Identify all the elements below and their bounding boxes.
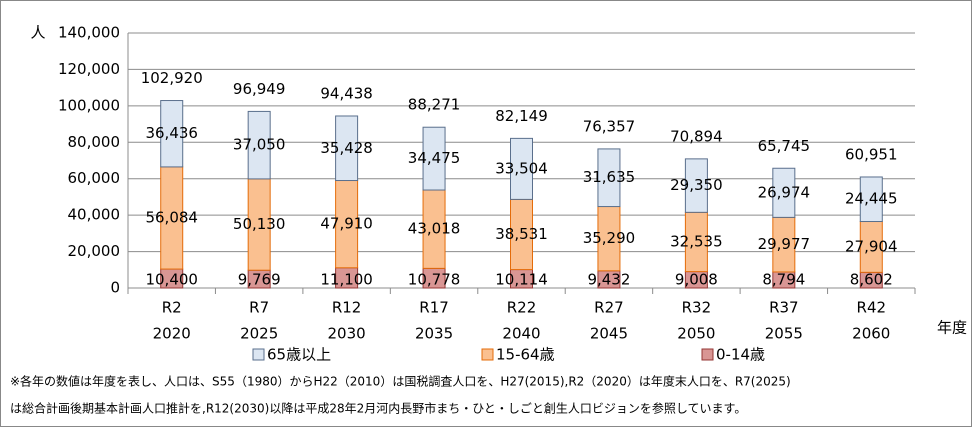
bar-segment (597, 148, 621, 208)
bar-segment (335, 115, 359, 182)
total-label: 76,357 (583, 117, 636, 135)
value-label: 24,445 (845, 190, 898, 208)
value-label: 10,778 (408, 271, 461, 289)
x-tick-label: R7 (249, 299, 269, 317)
x-tick-label: R42 (857, 299, 887, 317)
x-tick-label: 2040 (502, 325, 540, 343)
legend-label: 65歳以上 (267, 346, 331, 364)
value-label: 29,977 (758, 235, 811, 253)
value-label: 36,436 (145, 124, 198, 142)
legend-swatch (252, 348, 265, 361)
bar-segment (684, 158, 708, 213)
value-label: 26,974 (758, 183, 811, 201)
value-label: 9,008 (675, 271, 718, 289)
value-label: 32,535 (670, 232, 723, 250)
value-label: 38,531 (495, 225, 548, 243)
total-label: 88,271 (408, 96, 461, 114)
value-label: 10,400 (145, 271, 198, 289)
total-label: 102,920 (141, 69, 203, 87)
value-label: 8,602 (850, 271, 893, 289)
x-tick-label: 2030 (328, 325, 366, 343)
bar-segment (859, 176, 883, 223)
x-tick-label: R2 (162, 299, 182, 317)
y-tick-label: 80,000 (68, 133, 121, 151)
legend-swatch (701, 348, 714, 361)
y-tick-label: 140,000 (58, 24, 120, 42)
value-label: 35,428 (320, 139, 373, 157)
footnote: ※各年の数値は年度を表し、人口は、S55（1980）からH22（2010）は国税… (10, 374, 791, 389)
bar-segment (160, 100, 184, 168)
total-label: 82,149 (495, 107, 548, 125)
x-tick-label: 2050 (677, 325, 715, 343)
value-label: 9,432 (587, 271, 630, 289)
x-tick-label: 2035 (415, 325, 453, 343)
y-unit: 人 (30, 24, 45, 42)
y-tick-label: 100,000 (58, 96, 120, 114)
y-tick-label: 60,000 (68, 169, 121, 187)
x-tick-label: R27 (594, 299, 624, 317)
x-tick-label: R12 (332, 299, 362, 317)
bar-segment (422, 126, 446, 191)
x-tick-label: 2060 (852, 325, 890, 343)
value-label: 35,290 (583, 229, 636, 247)
value-label: 11,100 (320, 271, 373, 289)
x-tick-label: R17 (419, 299, 449, 317)
value-label: 34,475 (408, 149, 461, 167)
total-label: 94,438 (320, 84, 373, 102)
bar-segment (247, 110, 271, 180)
value-label: 31,635 (583, 168, 636, 186)
value-label: 37,050 (233, 136, 286, 154)
y-tick-label: 40,000 (68, 206, 121, 224)
value-label: 33,504 (495, 159, 548, 177)
value-label: 50,130 (233, 215, 286, 233)
x-tick-label: 2020 (153, 325, 191, 343)
bar-segment (510, 137, 533, 200)
bar-segment (772, 167, 796, 218)
x-tick-label: R37 (769, 299, 799, 317)
legend-swatch (481, 348, 494, 361)
x-tick-label: 2055 (765, 325, 803, 343)
value-label: 43,018 (408, 220, 461, 238)
legend-label: 15-64歳 (496, 346, 555, 364)
x-tick-label: R32 (682, 299, 712, 317)
x-tick-label: 2025 (240, 325, 278, 343)
value-label: 10,114 (495, 271, 548, 289)
y-tick-label: 20,000 (68, 242, 121, 260)
value-label: 29,350 (670, 176, 723, 194)
value-label: 47,910 (320, 215, 373, 233)
value-label: 27,904 (845, 237, 898, 255)
footnote: は総合計画後期基本計画人口推計を,R12(2030)以降は平成28年2月河内長野… (10, 401, 746, 416)
value-label: 56,084 (145, 208, 198, 226)
value-label: 8,794 (762, 271, 805, 289)
x-tick-label: R22 (507, 299, 537, 317)
y-tick-label: 0 (110, 279, 120, 297)
total-label: 60,951 (845, 145, 898, 163)
total-label: 96,949 (233, 80, 286, 98)
value-label: 9,769 (238, 271, 281, 289)
total-label: 70,894 (670, 127, 723, 145)
x-axis-label: 年度 (937, 319, 967, 337)
legend-label: 0-14歳 (716, 346, 765, 364)
y-tick-label: 120,000 (58, 60, 120, 78)
total-label: 65,745 (758, 137, 811, 155)
x-tick-label: 2045 (590, 325, 628, 343)
